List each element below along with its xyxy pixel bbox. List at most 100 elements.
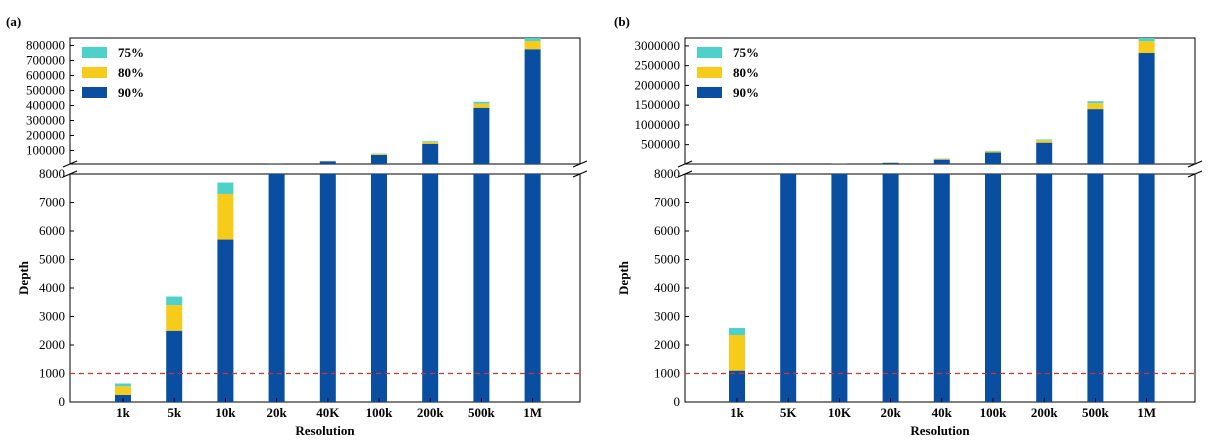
bar-segment-80pct bbox=[1036, 140, 1053, 143]
bar-segment-90pct bbox=[371, 155, 387, 164]
x-tick-label: 1k bbox=[116, 405, 131, 420]
upper-axis-frame bbox=[69, 37, 581, 165]
bar-segment-90pct bbox=[933, 174, 950, 402]
bar-segment-90pct bbox=[1138, 174, 1155, 402]
bar-segment-90pct bbox=[422, 143, 439, 164]
bar-segment-90pct bbox=[524, 49, 541, 164]
x-tick-label: 1M bbox=[523, 405, 542, 420]
bar-segment-75pct bbox=[422, 141, 439, 142]
y-tick-label: 3000 bbox=[654, 309, 680, 324]
y-tick-label: 6000 bbox=[654, 223, 680, 238]
y-tick-label: 1000 bbox=[654, 366, 680, 381]
legend-label: 90% bbox=[733, 85, 759, 100]
bar-segment-90pct bbox=[371, 174, 387, 402]
upper-axis-frame bbox=[684, 37, 1196, 165]
chart-panel-b: (b) 0 1000 2000 3000 4000 5000 6000 7000 8000 5000… bbox=[614, 14, 1203, 438]
bar-segment-90pct bbox=[1036, 142, 1053, 164]
bar-segment-75pct bbox=[729, 327, 745, 336]
bar-segment-75pct bbox=[1138, 38, 1155, 42]
x-axis-label: Resolution bbox=[295, 423, 355, 438]
y-tick-label: 300000 bbox=[26, 113, 65, 128]
legend-swatch-75pct bbox=[82, 47, 107, 58]
y-tick-label: 700000 bbox=[26, 53, 65, 68]
axis-break-mark-left bbox=[677, 160, 693, 168]
bar-segment-90pct bbox=[166, 330, 183, 402]
y-tick-label: 3000000 bbox=[635, 38, 681, 53]
bar-segment-90pct bbox=[985, 152, 1001, 164]
bar-segment-90pct bbox=[985, 174, 1001, 402]
x-tick-label: 100k bbox=[366, 405, 394, 420]
bar-segment-90pct bbox=[1138, 53, 1155, 165]
y-tick-label: 0 bbox=[674, 394, 681, 409]
bar-segment-90pct bbox=[1087, 109, 1104, 164]
bar-segment-90pct bbox=[319, 161, 336, 164]
panel-label: (b) bbox=[614, 14, 630, 29]
y-tick-label: 200000 bbox=[26, 128, 65, 143]
panel-label: (a) bbox=[6, 14, 21, 29]
bar-segment-80pct bbox=[217, 193, 234, 240]
bar-segment-80pct bbox=[933, 158, 950, 160]
bar-segment-80pct bbox=[524, 41, 541, 50]
y-tick-label: 0 bbox=[59, 394, 66, 409]
y-tick-label: 1500000 bbox=[635, 97, 681, 112]
x-tick-label: 500k bbox=[1082, 405, 1110, 420]
legend-label: 90% bbox=[118, 85, 144, 100]
axis-break-mark-right bbox=[572, 160, 588, 168]
bar-segment-80pct bbox=[985, 151, 1001, 153]
y-tick-label: 5000 bbox=[39, 252, 65, 267]
x-axis-label: Resolution bbox=[910, 423, 970, 438]
bar-segment-90pct bbox=[217, 239, 234, 402]
y-tick-label: 400000 bbox=[26, 98, 65, 113]
y-tick-label: 6000 bbox=[39, 223, 65, 238]
x-tick-label: 40K bbox=[316, 405, 340, 420]
bar-segment-80pct bbox=[115, 386, 131, 395]
bar-segment-80pct bbox=[422, 141, 439, 144]
y-tick-label: 3000 bbox=[39, 309, 65, 324]
bar-segment-75pct bbox=[217, 182, 234, 194]
legend-swatch-80pct bbox=[697, 67, 722, 78]
bar-segment-80pct bbox=[371, 154, 387, 155]
y-tick-label: 5000 bbox=[654, 252, 680, 267]
bar-segment-90pct bbox=[1036, 174, 1053, 402]
y-tick-label: 1000 bbox=[39, 366, 65, 381]
x-tick-label: 40k bbox=[932, 405, 953, 420]
x-tick-label: 200k bbox=[1031, 405, 1059, 420]
y-tick-label: 8000 bbox=[39, 166, 65, 181]
legend-label: 80% bbox=[733, 65, 759, 80]
y-tick-label: 500000 bbox=[26, 83, 65, 98]
y-tick-label: 8000 bbox=[654, 166, 680, 181]
x-tick-label: 1k bbox=[730, 405, 745, 420]
legend-label: 80% bbox=[118, 65, 144, 80]
y-tick-label: 2000 bbox=[654, 337, 680, 352]
axis-break-mark-right bbox=[572, 170, 588, 178]
bar-segment-90pct bbox=[473, 107, 490, 164]
legend-swatch-80pct bbox=[82, 67, 107, 78]
bar-segment-80pct bbox=[1138, 41, 1155, 54]
legend-swatch-90pct bbox=[82, 87, 107, 98]
y-tick-label: 1000000 bbox=[635, 117, 681, 132]
legend-swatch-75pct bbox=[697, 47, 722, 58]
bar-segment-90pct bbox=[319, 174, 336, 402]
y-tick-label: 800000 bbox=[26, 38, 65, 53]
bar-segment-75pct bbox=[115, 383, 131, 387]
y-tick-label: 7000 bbox=[654, 195, 680, 210]
bar-segment-90pct bbox=[882, 174, 899, 402]
bar-segment-80pct bbox=[473, 103, 490, 108]
bar-segment-75pct bbox=[166, 296, 183, 306]
y-tick-label: 2000000 bbox=[635, 77, 681, 92]
y-tick-label: 600000 bbox=[26, 68, 65, 83]
x-tick-label: 100k bbox=[980, 405, 1008, 420]
y-tick-label: 2500000 bbox=[635, 58, 681, 73]
x-tick-label: 20k bbox=[880, 405, 901, 420]
bar-segment-75pct bbox=[524, 38, 541, 41]
bar-segment-90pct bbox=[933, 159, 950, 164]
bar-segment-90pct bbox=[831, 174, 848, 402]
bar-segment-90pct bbox=[473, 174, 490, 402]
x-tick-label: 500k bbox=[468, 405, 496, 420]
x-tick-label: 10K bbox=[828, 405, 852, 420]
axis-break-mark-right bbox=[1187, 160, 1203, 168]
x-tick-label: 20k bbox=[266, 405, 287, 420]
bar-segment-90pct bbox=[882, 162, 899, 164]
y-tick-label: 4000 bbox=[39, 280, 65, 295]
